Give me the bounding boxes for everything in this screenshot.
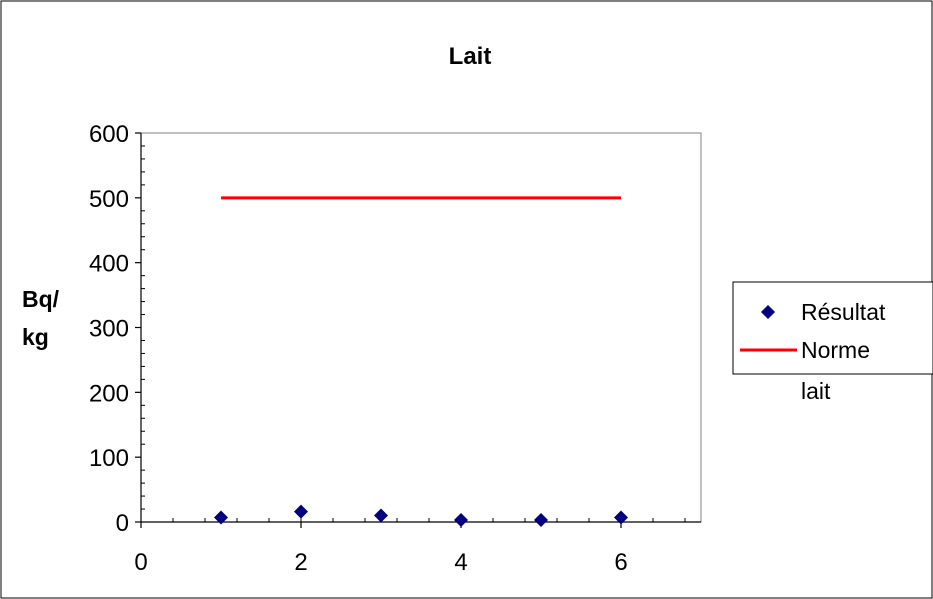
resultat-point xyxy=(294,504,308,519)
y-tick-label: 0 xyxy=(116,510,129,537)
legend: Résultat Norme lait xyxy=(732,281,933,404)
y-tick-label: 400 xyxy=(89,251,129,278)
y-axis-label-line-2: kg xyxy=(22,324,49,350)
legend-label-norme-lait-line-1: Norme xyxy=(801,337,870,363)
y-tick-label: 100 xyxy=(89,445,129,472)
y-tick-label: 200 xyxy=(89,380,129,407)
x-tick-label: 0 xyxy=(134,549,147,576)
legend-label-norme-lait: Norme lait xyxy=(801,337,876,404)
y-axis-label: Bq/ kg xyxy=(22,286,65,350)
y-tick-label: 500 xyxy=(89,186,129,213)
legend-label-norme-lait-line-2: lait xyxy=(801,378,831,404)
y-tick-label: 600 xyxy=(89,121,129,148)
y-axis-ticks: 0 100 200 300 400 500 600 xyxy=(89,121,145,537)
x-tick-label: 2 xyxy=(294,549,307,576)
plot-area xyxy=(140,132,702,523)
resultat-point xyxy=(454,513,468,528)
legend-box xyxy=(732,281,933,375)
resultat-point xyxy=(534,513,548,528)
legend-label-resultat: Résultat xyxy=(801,299,886,325)
resultat-point xyxy=(614,510,628,525)
chart-title: Lait xyxy=(449,43,492,70)
resultat-point xyxy=(374,508,388,523)
plot-series xyxy=(214,196,628,528)
legend-diamond-marker-icon xyxy=(761,305,775,319)
y-tick-label: 300 xyxy=(89,316,129,343)
x-tick-label: 6 xyxy=(614,549,627,576)
x-axis-ticks: 0 2 4 6 xyxy=(134,518,686,576)
resultat-point xyxy=(214,510,228,525)
y-axis-label-line-1: Bq/ xyxy=(22,286,60,312)
x-tick-label: 4 xyxy=(454,549,467,576)
